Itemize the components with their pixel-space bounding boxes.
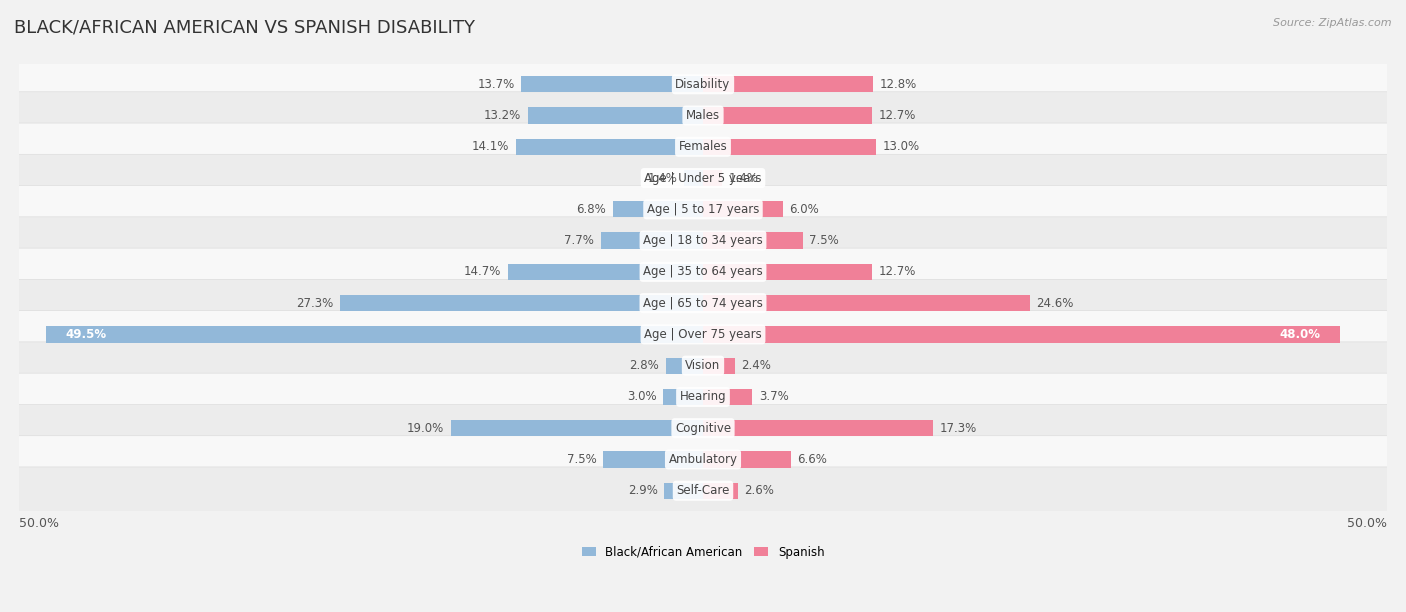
Legend: Black/African American, Spanish: Black/African American, Spanish xyxy=(576,541,830,563)
Bar xyxy=(664,389,703,405)
Bar xyxy=(703,483,738,499)
FancyBboxPatch shape xyxy=(15,123,1391,171)
Bar xyxy=(703,389,752,405)
Bar xyxy=(665,483,703,499)
Bar xyxy=(451,420,703,436)
Bar xyxy=(522,76,703,92)
Text: 24.6%: 24.6% xyxy=(1036,297,1074,310)
FancyBboxPatch shape xyxy=(15,61,1391,108)
Text: 48.0%: 48.0% xyxy=(1279,328,1320,341)
FancyBboxPatch shape xyxy=(15,467,1391,515)
Text: 27.3%: 27.3% xyxy=(297,297,333,310)
FancyBboxPatch shape xyxy=(15,248,1391,296)
Bar xyxy=(703,201,783,217)
Bar xyxy=(703,76,873,92)
Text: 2.6%: 2.6% xyxy=(744,484,775,497)
Bar xyxy=(703,295,1029,312)
Text: Age | 35 to 64 years: Age | 35 to 64 years xyxy=(643,266,763,278)
Text: 6.8%: 6.8% xyxy=(576,203,606,216)
Text: Age | Under 5 years: Age | Under 5 years xyxy=(644,171,762,185)
Text: 12.7%: 12.7% xyxy=(879,109,915,122)
Text: Females: Females xyxy=(679,140,727,154)
Text: BLACK/AFRICAN AMERICAN VS SPANISH DISABILITY: BLACK/AFRICAN AMERICAN VS SPANISH DISABI… xyxy=(14,18,475,36)
Text: 1.4%: 1.4% xyxy=(648,171,678,185)
Bar xyxy=(340,295,703,312)
FancyBboxPatch shape xyxy=(15,279,1391,327)
Text: 2.9%: 2.9% xyxy=(628,484,658,497)
Text: 3.7%: 3.7% xyxy=(759,390,789,403)
Text: 3.0%: 3.0% xyxy=(627,390,657,403)
Text: 7.5%: 7.5% xyxy=(810,234,839,247)
FancyBboxPatch shape xyxy=(15,373,1391,420)
Text: 12.7%: 12.7% xyxy=(879,266,915,278)
Text: Vision: Vision xyxy=(685,359,721,372)
Text: Age | Over 75 years: Age | Over 75 years xyxy=(644,328,762,341)
Bar xyxy=(703,326,1340,343)
Text: 2.8%: 2.8% xyxy=(630,359,659,372)
Text: 17.3%: 17.3% xyxy=(939,422,977,435)
FancyBboxPatch shape xyxy=(15,217,1391,264)
Text: Age | 5 to 17 years: Age | 5 to 17 years xyxy=(647,203,759,216)
Bar xyxy=(508,264,703,280)
Text: Ambulatory: Ambulatory xyxy=(668,453,738,466)
Bar xyxy=(666,357,703,374)
Bar xyxy=(600,233,703,248)
Text: 12.8%: 12.8% xyxy=(880,78,917,91)
Text: 19.0%: 19.0% xyxy=(406,422,444,435)
Bar xyxy=(703,170,721,186)
Text: 14.7%: 14.7% xyxy=(464,266,501,278)
Text: 6.0%: 6.0% xyxy=(789,203,820,216)
Text: Source: ZipAtlas.com: Source: ZipAtlas.com xyxy=(1274,18,1392,28)
Text: Self-Care: Self-Care xyxy=(676,484,730,497)
Bar xyxy=(703,451,790,468)
Text: 14.1%: 14.1% xyxy=(472,140,509,154)
Text: 13.0%: 13.0% xyxy=(883,140,920,154)
FancyBboxPatch shape xyxy=(15,436,1391,483)
Bar xyxy=(703,420,932,436)
Text: Age | 65 to 74 years: Age | 65 to 74 years xyxy=(643,297,763,310)
Bar xyxy=(516,139,703,155)
FancyBboxPatch shape xyxy=(15,311,1391,358)
Text: Males: Males xyxy=(686,109,720,122)
Bar xyxy=(703,233,803,248)
Text: 6.6%: 6.6% xyxy=(797,453,827,466)
Text: 2.4%: 2.4% xyxy=(741,359,772,372)
FancyBboxPatch shape xyxy=(15,154,1391,202)
Bar xyxy=(685,170,703,186)
Bar xyxy=(703,139,876,155)
Text: 13.2%: 13.2% xyxy=(484,109,522,122)
Text: Hearing: Hearing xyxy=(679,390,727,403)
Text: Age | 18 to 34 years: Age | 18 to 34 years xyxy=(643,234,763,247)
Bar xyxy=(613,201,703,217)
Text: 49.5%: 49.5% xyxy=(66,328,107,341)
Bar xyxy=(45,326,703,343)
FancyBboxPatch shape xyxy=(15,185,1391,233)
FancyBboxPatch shape xyxy=(15,92,1391,140)
Bar xyxy=(527,108,703,124)
Text: 1.4%: 1.4% xyxy=(728,171,758,185)
Bar xyxy=(703,108,872,124)
Text: 7.5%: 7.5% xyxy=(567,453,596,466)
Text: 13.7%: 13.7% xyxy=(477,78,515,91)
Text: 7.7%: 7.7% xyxy=(564,234,595,247)
Text: Disability: Disability xyxy=(675,78,731,91)
FancyBboxPatch shape xyxy=(15,405,1391,452)
Text: Cognitive: Cognitive xyxy=(675,422,731,435)
Bar xyxy=(603,451,703,468)
Bar xyxy=(703,264,872,280)
Bar xyxy=(703,357,735,374)
FancyBboxPatch shape xyxy=(15,342,1391,389)
